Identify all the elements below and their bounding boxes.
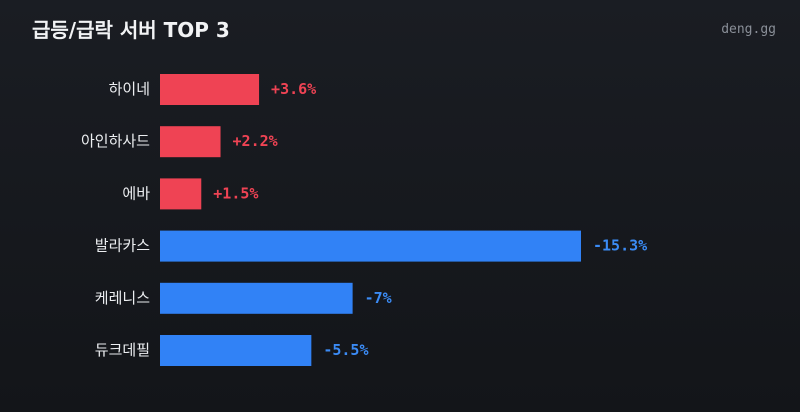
value-label: -7%	[365, 289, 392, 307]
bar-rise	[160, 74, 260, 105]
value-label: -15.3%	[593, 237, 647, 255]
value-label: -5.5%	[323, 341, 368, 359]
value-label: +1.5%	[213, 184, 258, 202]
bar-fall	[160, 335, 312, 366]
bar-rise	[160, 178, 202, 210]
bar-fall	[160, 282, 353, 314]
bar-fall	[160, 230, 581, 262]
category-label: 발라카스	[95, 237, 150, 255]
category-label: 아인하사드	[81, 132, 150, 150]
value-label: +3.6%	[271, 80, 316, 98]
source-label: deng.gg	[721, 22, 776, 37]
category-label: 에바	[122, 184, 150, 202]
chart-title: 급등/급락 서버 TOP 3	[32, 18, 230, 42]
category-label: 하이네	[109, 80, 150, 98]
category-label: 케레니스	[95, 289, 150, 307]
value-label: +2.2%	[233, 132, 278, 150]
bar-rise	[160, 126, 221, 158]
category-label: 듀크데필	[95, 341, 150, 359]
